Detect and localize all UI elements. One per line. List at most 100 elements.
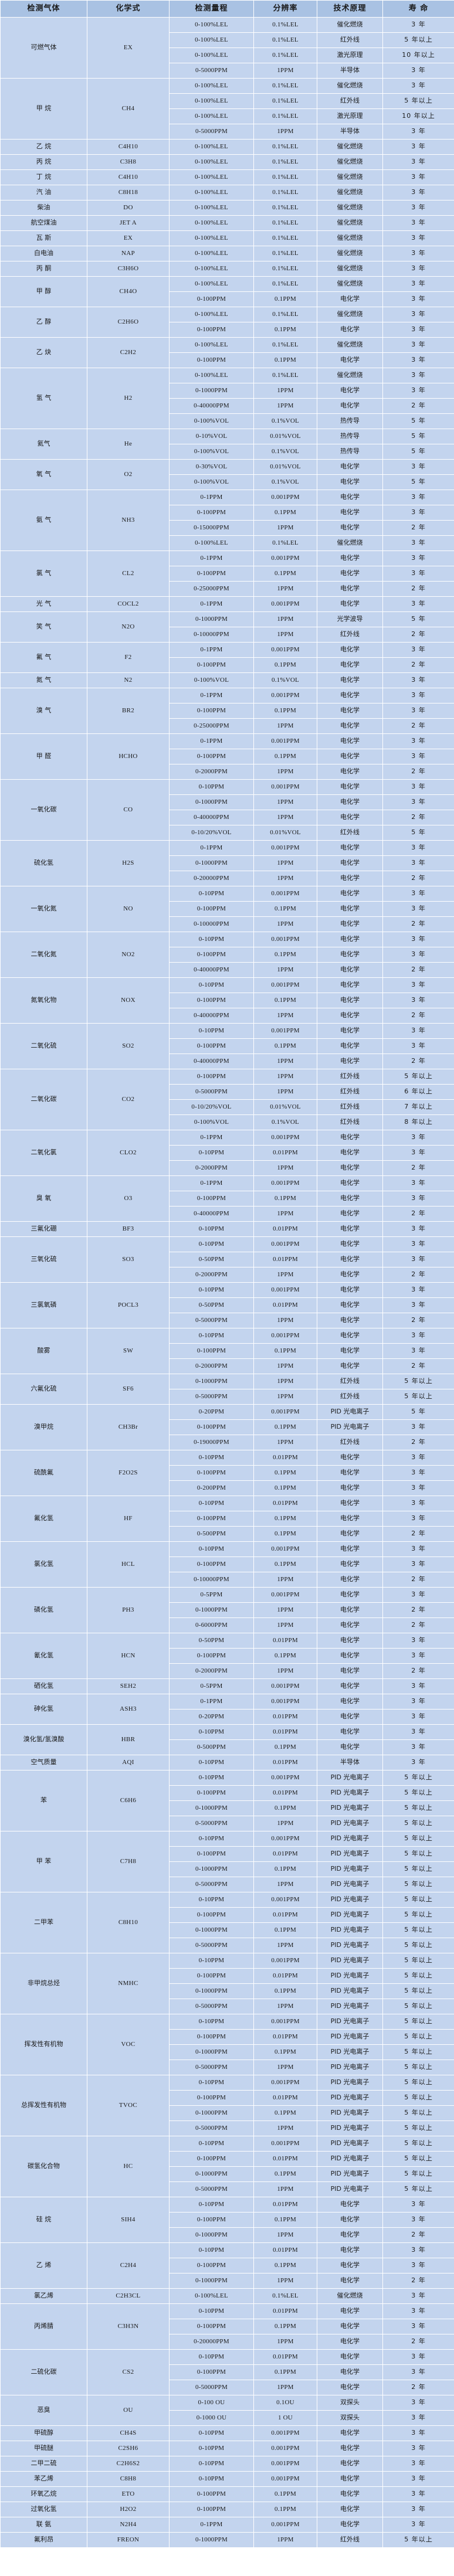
table-row: 0-100%VOL 0.1%VOL 红外线 8 年以上	[1, 1114, 454, 1130]
cell-resolution: 1PPM	[253, 124, 317, 140]
cell-detection-range: 0-10PPM	[169, 2014, 254, 2030]
cell-gas-name: 碳氢化合物	[0, 2136, 87, 2197]
table-row: 酸雾 SW 0-10PPM 0.001PPM 电化学 3 年	[0, 1328, 454, 1374]
cell-technology: PID 光电离子	[317, 1770, 383, 1786]
cell-lifetime: 2 年	[382, 764, 454, 780]
cell-technology: PID 光电离子	[317, 1831, 383, 1847]
cell-chemical-formula: C2H6O	[87, 307, 170, 338]
cell-resolution: 1PPM	[253, 1160, 317, 1176]
table-row: 碳氢化合物 HC 0-10PPM 0.001PPM PID 光电离子 5 年以上	[0, 2136, 454, 2197]
cell-technology: 电化学	[317, 1526, 383, 1542]
cell-detection-range: 0-100PPM	[169, 2151, 254, 2167]
cell-gas-name: 非甲烷总烃	[0, 1953, 87, 2014]
cell-chemical-formula: HC	[87, 2136, 170, 2197]
cell-gas-name: 乙 炔	[0, 337, 87, 368]
cell-chemical-formula: H2O2	[87, 2502, 170, 2517]
cell-technology: 电化学	[317, 1252, 383, 1267]
cell-detection-range: 0-1000 OU	[169, 2410, 254, 2426]
cell-resolution: 0.1PPM	[253, 2166, 317, 2182]
cell-technology: 催化燃烧	[317, 154, 383, 170]
cell-resolution: 0.001PPM	[253, 550, 317, 566]
cell-lifetime: 3 年	[382, 2471, 454, 2487]
table-row: 0-100PPM 0.1PPM 电化学 3 年	[1, 947, 454, 963]
cell-gas-name: 硫酰氟	[0, 1450, 87, 1496]
cell-resolution: 0.001PPM	[253, 977, 317, 993]
cell-resolution: 0.1%VOL	[253, 1114, 317, 1130]
cell-lifetime: 3 年	[382, 535, 454, 551]
cell-gas-name: 溴甲烷	[0, 1404, 87, 1450]
cell-gas-name: 二氧化碳	[0, 1069, 87, 1130]
cell-technology: 电化学	[317, 1480, 383, 1496]
cell-detection-range: 0-1000PPM	[169, 2105, 254, 2121]
cell-technology: 电化学	[317, 1358, 383, 1374]
table-row: 挥发性有机物 VOC 0-10PPM 0.001PPM PID 光电离子 5 年以上	[0, 2014, 454, 2075]
cell-technology: PID 光电离子	[317, 1785, 383, 1801]
cell-chemical-formula: C2H4	[87, 2242, 170, 2289]
table-row: 0-100PPM 0.01PPM PID 光电离子 5 年以上	[1, 2151, 454, 2167]
cell-lifetime: 3 年	[382, 1450, 454, 1466]
cell-detection-range: 0-100%LEL	[169, 215, 254, 231]
cell-lifetime: 2 年	[382, 2334, 454, 2350]
cell-gas-name: 氧 气	[0, 459, 87, 490]
cell-lifetime: 3 年	[382, 1648, 454, 1664]
cell-resolution: 0.01PPM	[253, 1755, 317, 1770]
cell-resolution: 0.001PPM	[253, 642, 317, 658]
cell-detection-range: 0-5PPM	[169, 1587, 254, 1603]
cell-lifetime: 2 年	[382, 2273, 454, 2289]
cell-detection-range: 0-10PPM	[169, 1145, 254, 1161]
cell-gas-name: 氟利昂	[0, 2532, 87, 2548]
cell-resolution: 0.1PPM	[253, 352, 317, 368]
cell-resolution: 0.01PPM	[253, 2242, 317, 2258]
table-row: 0-5000PPM 1PPM PID 光电离子 5 年以上	[1, 2120, 454, 2136]
cell-lifetime: 3 年	[382, 505, 454, 521]
cell-detection-range: 0-5000PPM	[169, 2380, 254, 2395]
cell-technology: 电化学	[317, 1694, 383, 1710]
table-row: 二甲二硫 C2H6S2 0-10PPM 0.001PPM 电化学 3 年	[0, 2456, 454, 2472]
cell-resolution: 1PPM	[253, 794, 317, 810]
cell-lifetime: 3 年	[382, 17, 454, 33]
cell-resolution: 0.001PPM	[253, 1130, 317, 1146]
cell-detection-range: 0-1PPM	[169, 2517, 254, 2533]
cell-lifetime: 3 年	[382, 383, 454, 399]
cell-detection-range: 0-1PPM	[169, 733, 254, 749]
cell-lifetime: 5 年以上	[382, 2120, 454, 2136]
cell-chemical-formula: CLO2	[87, 1130, 170, 1176]
cell-lifetime: 5 年以上	[382, 93, 454, 109]
cell-chemical-formula: HCN	[87, 1633, 170, 1679]
cell-detection-range: 0-100%LEL	[169, 230, 254, 246]
cell-resolution: 0.1PPM	[253, 1038, 317, 1054]
cell-technology: 电化学	[317, 2349, 383, 2365]
cell-detection-range: 0-100%LEL	[169, 93, 254, 109]
cell-gas-name: 氦气	[0, 429, 87, 460]
cell-chemical-formula: HF	[87, 1496, 170, 1542]
cell-resolution: 0.1PPM	[253, 703, 317, 719]
cell-detection-range: 0-1PPM	[169, 550, 254, 566]
cell-technology: 电化学	[317, 2380, 383, 2395]
cell-resolution: 0.1PPM	[253, 1480, 317, 1496]
table-row: 0-100PPM 0.1PPM 电化学 3 年	[1, 703, 454, 719]
cell-chemical-formula: SF6	[87, 1374, 170, 1405]
cell-chemical-formula: HCHO	[87, 733, 170, 780]
cell-resolution: 0.001PPM	[253, 1282, 317, 1298]
cell-resolution: 0.01%VOL	[253, 429, 317, 444]
cell-lifetime: 3 年	[382, 2456, 454, 2472]
table-row: 0-10000PPM 1PPM 电化学 2 年	[1, 1572, 454, 1588]
cell-lifetime: 3 年	[382, 261, 454, 277]
cell-technology: 电化学	[317, 459, 383, 475]
cell-lifetime: 3 年	[382, 1587, 454, 1603]
cell-lifetime: 3 年	[382, 2288, 454, 2304]
cell-resolution: 1PPM	[253, 1069, 317, 1085]
cell-lifetime: 3 年	[382, 2395, 454, 2411]
cell-lifetime: 3 年	[382, 1724, 454, 1740]
cell-detection-range: 0-10PPM	[169, 2441, 254, 2456]
cell-resolution: 0.1%LEL	[253, 2288, 317, 2304]
cell-lifetime: 3 年	[382, 977, 454, 993]
cell-resolution: 0.1PPM	[253, 1739, 317, 1755]
table-row: 0-1000PPM 0.1PPM PID 光电离子 5 年以上	[1, 2105, 454, 2121]
cell-gas-name: 二氧化硫	[0, 1023, 87, 1069]
cell-detection-range: 0-100PPM	[169, 1785, 254, 1801]
cell-resolution: 0.1%LEL	[253, 139, 317, 155]
cell-detection-range: 0-10PPM	[169, 886, 254, 902]
cell-technology: 催化燃烧	[317, 78, 383, 94]
